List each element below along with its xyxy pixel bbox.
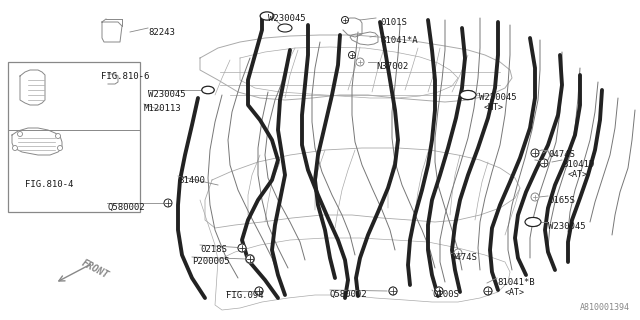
Circle shape bbox=[246, 255, 254, 263]
Text: W230045: W230045 bbox=[268, 14, 306, 23]
Circle shape bbox=[56, 133, 61, 139]
Circle shape bbox=[531, 149, 539, 157]
Text: W230045: W230045 bbox=[148, 90, 186, 99]
Circle shape bbox=[484, 287, 492, 295]
Circle shape bbox=[255, 287, 263, 295]
Text: P200005: P200005 bbox=[192, 257, 230, 266]
Text: 81400: 81400 bbox=[178, 176, 205, 185]
Ellipse shape bbox=[461, 91, 476, 100]
Circle shape bbox=[164, 199, 172, 207]
Circle shape bbox=[17, 132, 22, 137]
Ellipse shape bbox=[260, 12, 274, 20]
Circle shape bbox=[435, 287, 443, 295]
Text: 0474S: 0474S bbox=[548, 150, 575, 159]
Circle shape bbox=[540, 159, 548, 167]
Bar bbox=[8, 62, 140, 212]
Circle shape bbox=[349, 52, 355, 59]
Circle shape bbox=[246, 254, 255, 263]
Circle shape bbox=[531, 193, 539, 201]
Ellipse shape bbox=[525, 218, 541, 227]
Circle shape bbox=[484, 287, 492, 295]
Circle shape bbox=[13, 146, 17, 150]
Ellipse shape bbox=[278, 24, 292, 32]
Circle shape bbox=[58, 146, 63, 150]
Text: 81041*A: 81041*A bbox=[380, 36, 418, 45]
Text: Q580002: Q580002 bbox=[107, 203, 145, 212]
Circle shape bbox=[356, 58, 364, 66]
Circle shape bbox=[342, 17, 349, 23]
Text: Q580002: Q580002 bbox=[330, 290, 367, 299]
Text: 0218S: 0218S bbox=[200, 245, 227, 254]
Circle shape bbox=[435, 287, 443, 295]
Text: 0165S: 0165S bbox=[548, 196, 575, 205]
Circle shape bbox=[454, 249, 462, 257]
Text: M120113: M120113 bbox=[144, 104, 182, 113]
Text: FIG.810-4: FIG.810-4 bbox=[25, 180, 74, 189]
Ellipse shape bbox=[525, 218, 541, 227]
Circle shape bbox=[238, 244, 246, 252]
Text: FIG.094: FIG.094 bbox=[226, 291, 264, 300]
Text: W230045: W230045 bbox=[479, 93, 516, 102]
Text: <AT>: <AT> bbox=[505, 288, 525, 297]
Text: 0101S: 0101S bbox=[380, 18, 407, 27]
Text: N37002: N37002 bbox=[376, 62, 408, 71]
Text: <MT>: <MT> bbox=[484, 103, 504, 112]
Text: 82243: 82243 bbox=[148, 28, 175, 37]
Text: 81041*B: 81041*B bbox=[497, 278, 534, 287]
Text: FIG.810-6: FIG.810-6 bbox=[101, 72, 149, 81]
Circle shape bbox=[255, 287, 263, 295]
Text: 0474S: 0474S bbox=[450, 253, 477, 262]
Text: 0100S: 0100S bbox=[432, 290, 459, 299]
Circle shape bbox=[389, 287, 397, 295]
Text: FRONT: FRONT bbox=[80, 258, 111, 281]
Text: W230045: W230045 bbox=[548, 222, 586, 231]
Circle shape bbox=[238, 244, 246, 252]
Text: 81041D: 81041D bbox=[562, 160, 595, 169]
Ellipse shape bbox=[460, 91, 476, 100]
Ellipse shape bbox=[202, 86, 214, 94]
Text: <AT>: <AT> bbox=[568, 170, 588, 179]
Circle shape bbox=[389, 287, 397, 295]
Text: A810001394: A810001394 bbox=[580, 303, 630, 312]
